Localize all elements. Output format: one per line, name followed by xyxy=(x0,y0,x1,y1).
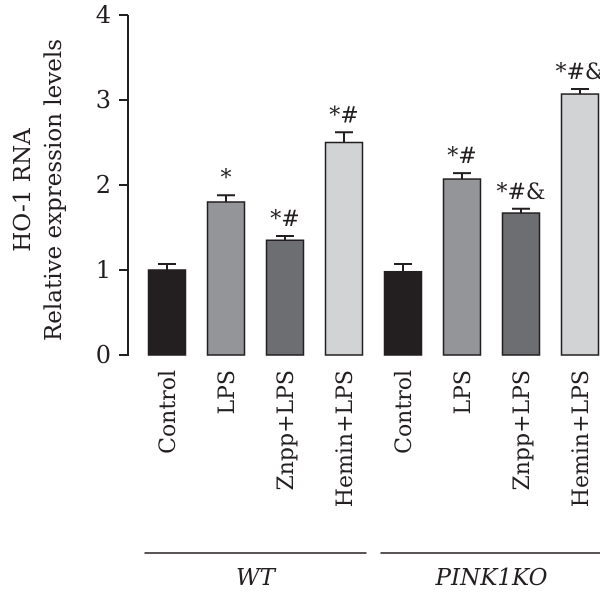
y-axis-title-line-1: HO-1 RNA xyxy=(10,128,36,252)
group-labels: WT PINK1KO xyxy=(144,552,600,591)
x-category-label: Control xyxy=(156,370,181,454)
significance-label: *# xyxy=(270,207,299,232)
x-category-label: Hemin+LPS xyxy=(333,370,358,507)
x-category-label: Znpp+LPS xyxy=(274,370,299,491)
significance-label: * xyxy=(221,166,232,191)
significance-label: *# xyxy=(329,103,358,128)
bars: * *# *# *# *#& *#& xyxy=(147,60,600,356)
y-tick-label: 3 xyxy=(96,86,111,114)
y-tick-label: 4 xyxy=(96,1,111,29)
y-tick-label: 0 xyxy=(96,341,111,369)
y-tick-label: 2 xyxy=(96,171,111,199)
bar xyxy=(206,201,246,356)
group-label: PINK1KO xyxy=(435,565,548,591)
bar xyxy=(324,141,364,356)
bar xyxy=(265,239,305,356)
bar xyxy=(442,178,482,356)
x-category-label: LPS xyxy=(215,370,240,414)
bar xyxy=(147,269,187,356)
x-category-label: Hemin+LPS xyxy=(569,370,594,507)
y-axis-title-line-2: Relative expression levels xyxy=(41,39,67,341)
significance-label: *#& xyxy=(555,60,600,85)
bar xyxy=(383,270,423,356)
y-tick-label: 1 xyxy=(96,256,111,284)
bar xyxy=(560,93,600,356)
y-axis-ticks: 0 1 2 3 4 xyxy=(96,1,128,369)
significance-label: *#& xyxy=(496,180,545,205)
y-axis-title: HO-1 RNA Relative expression levels xyxy=(10,39,67,341)
bar xyxy=(501,212,541,356)
x-category-label: Znpp+LPS xyxy=(510,370,535,491)
significance-label: *# xyxy=(447,144,476,169)
x-category-label: Control xyxy=(392,370,417,454)
group-label: WT xyxy=(236,565,277,591)
x-axis-labels: Control LPS Znpp+LPS Hemin+LPS Control LPS Znp… xyxy=(156,370,594,507)
x-category-label: LPS xyxy=(451,370,476,414)
